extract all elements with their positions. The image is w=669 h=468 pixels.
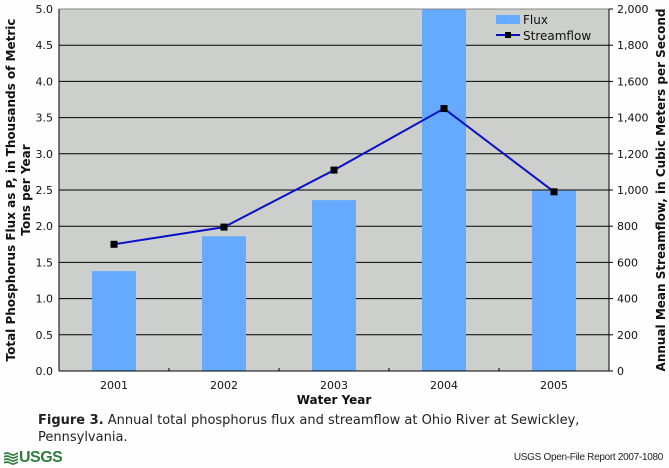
right-tick-label: 200 — [617, 329, 638, 342]
legend-streamflow-label: Streamflow — [523, 29, 591, 43]
report-id: USGS Open-File Report 2007-1080 — [513, 452, 663, 463]
streamflow-marker — [220, 223, 228, 231]
right-tick-label: 600 — [617, 256, 638, 269]
left-tick-label: 0.5 — [36, 329, 54, 342]
flux-bar — [532, 190, 576, 371]
legend-streamflow-marker — [505, 32, 511, 38]
x-axis-label: Water Year — [297, 393, 372, 407]
usgs-wave-icon — [4, 452, 18, 465]
right-tick-label: 1,200 — [617, 148, 649, 161]
x-tick-label: 2001 — [100, 379, 128, 392]
left-axis-label-line1: Total Phosphorus Flux as P, in Thousands… — [4, 18, 18, 361]
usgs-logo: USGS — [4, 449, 63, 467]
left-tick-label: 0.0 — [36, 365, 54, 378]
left-axis-ticks: 0.0 0.5 1.0 1.5 2.0 2.5 3.0 3.5 4.0 4.5 5.0 — [36, 3, 54, 378]
right-tick-label: 1,600 — [617, 75, 649, 88]
figure-caption: Figure 3. Annual total phosphorus flux a… — [38, 412, 638, 446]
left-tick-label: 4.0 — [36, 75, 54, 88]
legend-flux-label: Flux — [523, 13, 548, 27]
legend-flux-swatch — [496, 15, 520, 24]
streamflow-series — [110, 105, 558, 248]
legend: Flux Streamflow — [496, 13, 591, 43]
left-tick-label: 3.0 — [36, 148, 54, 161]
caption-text: Annual total phosphorus flux and streamf… — [38, 413, 580, 445]
x-axis-ticks: 2001 2002 2003 2004 2005 — [100, 368, 568, 392]
right-axis-ticks: 0 200 400 600 800 1,000 1,200 1,400 1,600 1,800 2,… — [609, 3, 649, 378]
x-tick-label: 2004 — [430, 379, 458, 392]
streamflow-marker — [330, 166, 338, 174]
right-tick-label: 1,000 — [617, 184, 649, 197]
x-tick-label: 2002 — [210, 379, 238, 392]
right-tick-label: 2,000 — [617, 3, 649, 16]
chart: 0.00.51.01.52.02.53.03.54.04.55.0 020040… — [4, 3, 668, 407]
right-tick-label: 800 — [617, 220, 638, 233]
left-tick-label: 3.5 — [36, 112, 54, 125]
left-tick-label: 2.5 — [36, 184, 54, 197]
streamflow-marker — [440, 105, 448, 113]
flux-bars — [92, 9, 576, 371]
right-tick-label: 0 — [617, 365, 624, 378]
right-tick-label: 1,800 — [617, 39, 649, 52]
right-tick-label: 1,400 — [617, 112, 649, 125]
right-axis-label: Annual Mean Streamflow, in Cubic Meters … — [654, 9, 668, 372]
flux-bar — [422, 9, 466, 371]
flux-bar — [202, 236, 246, 371]
right-tick-label: 400 — [617, 293, 638, 306]
left-axis-label-line2: Tons per Year — [19, 144, 33, 235]
caption-label: Figure 3. — [38, 413, 104, 428]
left-tick-label: 2.0 — [36, 220, 54, 233]
left-tick-label: 1.0 — [36, 293, 54, 306]
streamflow-marker — [550, 188, 558, 196]
left-tick-label: 1.5 — [36, 256, 54, 269]
left-tick-label: 5.0 — [36, 3, 54, 16]
x-tick-label: 2005 — [540, 379, 568, 392]
flux-bar — [92, 271, 136, 371]
usgs-logo-text: USGS — [19, 449, 63, 466]
left-tick-label: 4.5 — [36, 39, 54, 52]
streamflow-marker — [110, 240, 118, 248]
flux-bar — [312, 200, 356, 371]
x-tick-label: 2003 — [320, 379, 348, 392]
